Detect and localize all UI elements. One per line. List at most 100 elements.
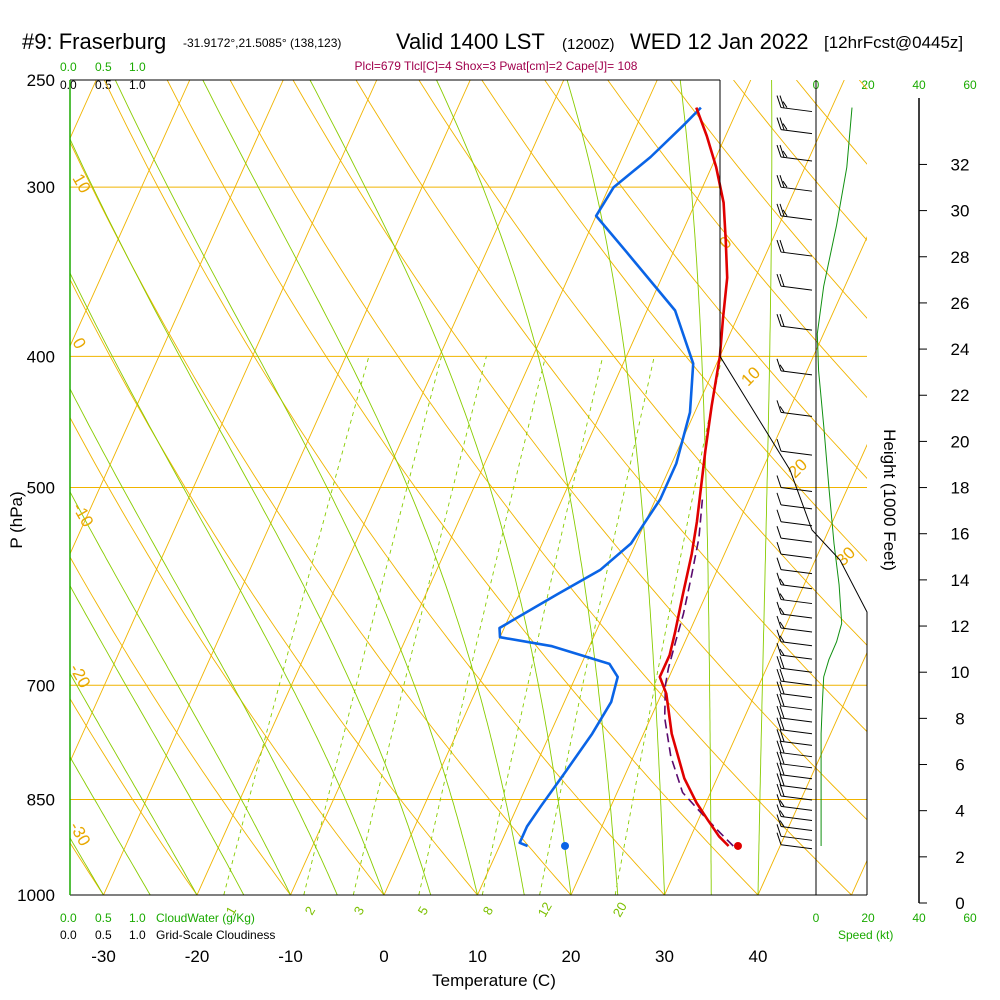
cloudwater-tick: 1.0 [129, 60, 146, 74]
height-tick-label: 12 [951, 617, 970, 636]
mixing-ratio-line [539, 356, 655, 895]
wind-barb-staff [780, 251, 813, 257]
pressure-tick-label: 500 [27, 479, 55, 498]
wind-barb-flag [776, 693, 782, 707]
wind-barb-staff [780, 641, 813, 647]
speed-tick: 60 [963, 78, 977, 92]
moist-adiabat-line [70, 756, 151, 895]
wind-barb-flag [776, 729, 782, 742]
height-tick-label: 24 [951, 340, 970, 359]
wind-barb-staff [780, 825, 813, 831]
isotherm-line [757, 651, 867, 895]
wind-barb [776, 751, 813, 769]
height-tick-label: 26 [951, 294, 970, 313]
wind-barb-flag [779, 621, 785, 629]
station-title: #9: Fraserburg [22, 29, 166, 54]
temperature-tick-label: -10 [278, 947, 303, 966]
temperature-tick-label: 10 [468, 947, 487, 966]
wind-barb [776, 717, 813, 735]
wind-barb [776, 601, 813, 619]
mixing-ratio-label: 2 [302, 904, 319, 918]
mixing-ratio-line [418, 356, 547, 895]
dry-adiabat-line [103, 80, 665, 895]
grid-layer [0, 80, 867, 895]
height-tick-label: 16 [951, 525, 970, 544]
wind-barb-flag [779, 705, 785, 719]
height-tick-label: 22 [951, 386, 970, 405]
mixing-ratio-line [223, 356, 370, 895]
wind-barb-flag [779, 820, 785, 827]
wind-barb [776, 144, 813, 162]
dry-adiabat-line [0, 80, 10, 895]
wind-barb-flag [782, 123, 788, 130]
wind-barb-flag [776, 509, 782, 522]
wind-barb-flag [782, 150, 788, 158]
wind-barb-flag [779, 751, 785, 764]
isotherm-label: -10 [69, 500, 98, 531]
wind-barb-flag [776, 203, 782, 217]
wind-barb [776, 117, 813, 135]
wind-barb-flag [779, 175, 785, 188]
sounding-series [498, 106, 742, 850]
moist-adiabat-line [436, 80, 619, 895]
wind-barb-staff [780, 667, 813, 673]
wind-barb-flag [776, 475, 782, 488]
height-tick-label: 10 [951, 663, 970, 682]
mixing-ratio-label: 12 [535, 899, 555, 919]
right-lower-border [719, 356, 868, 895]
surface-temperature-marker [733, 841, 742, 850]
wind-barb [776, 729, 813, 746]
header: #9: Fraserburg -31.9172°,21.5085° (138,1… [22, 29, 963, 73]
wind-barb [776, 239, 813, 257]
cloudiness-tick: 0.0 [60, 78, 77, 92]
wind-barb-flag [776, 656, 782, 669]
wind-barb-staff [780, 521, 813, 527]
wind-barb [776, 509, 813, 527]
isotherm-label: 0 [69, 335, 90, 353]
dry-adiabat-line [607, 80, 867, 399]
surface-dewpoint-marker [561, 841, 570, 850]
height-tick-label: 6 [955, 756, 964, 775]
wind-barb-staff [780, 844, 813, 850]
moist-adiabat-line [70, 387, 338, 895]
wind-barb-flag [776, 629, 782, 642]
cloudiness-label: Grid-Scale Cloudiness [156, 928, 275, 942]
wind-barb-flag [779, 239, 785, 253]
wind-barb-staff [780, 784, 813, 790]
wind-barb-flag [776, 705, 782, 719]
wind-barb [776, 740, 813, 758]
wind-barb-staff [780, 774, 813, 780]
wind-barb-flag [776, 832, 782, 845]
isotherm-label: 10 [69, 171, 95, 197]
wind-barb-flag [776, 615, 782, 629]
wind-barb-flag [779, 648, 785, 656]
wind-speed-line [816, 107, 853, 846]
wind-barb [776, 475, 813, 492]
dry-adiabat-line [70, 416, 385, 895]
x-axis-title: Temperature (C) [432, 971, 556, 990]
mixing-ratio-line [303, 356, 442, 895]
wind-barb-staff [780, 740, 813, 746]
dry-adiabat-line [544, 80, 867, 480]
wind-barb-staff [780, 450, 813, 456]
wind-barb-flag [776, 117, 782, 130]
dry-adiabat-line [481, 80, 867, 562]
wind-barb [776, 681, 813, 699]
wind-barb-flag [779, 406, 785, 413]
pressure-tick-label: 250 [27, 71, 55, 90]
wind-barb [776, 773, 813, 790]
wind-barb [776, 629, 813, 647]
temperature-tick-label: 30 [655, 947, 674, 966]
stability-indices: Plcl=679 Tlcl[C]=4 Shox=3 Pwat[cm]=2 Cap… [355, 59, 638, 73]
wind-barb-flag [782, 209, 788, 217]
moist-adiabat-line [679, 80, 712, 895]
wind-barb-flag [776, 783, 782, 797]
wind-barb-flag [779, 810, 785, 817]
wind-barb-flag [776, 314, 782, 327]
wind-barb-flag [776, 526, 782, 539]
isotherm-line [103, 80, 471, 895]
isotherm-line [70, 80, 191, 348]
speed-tick: 40 [912, 78, 926, 92]
